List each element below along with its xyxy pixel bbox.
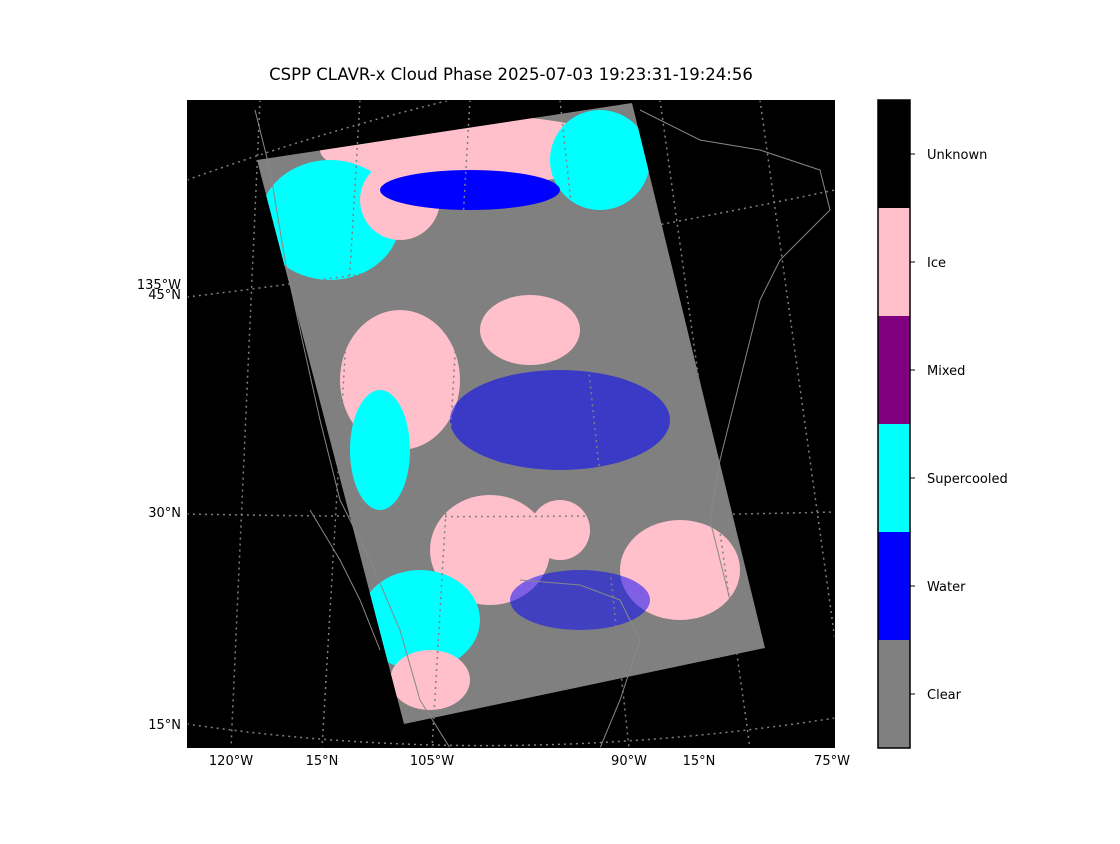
lat-lon-label: 45°N (148, 288, 181, 303)
colorbar-label: Unknown (927, 148, 987, 163)
colorbar-label: Mixed (927, 364, 965, 379)
colorbar-swatch (878, 640, 910, 748)
colorbar-swatch (878, 208, 910, 316)
colorbar-label: Water (927, 580, 966, 595)
lat-lon-label: 105°W (410, 754, 454, 769)
lat-lon-label: 135°W (137, 278, 181, 293)
map-title: CSPP CLAVR-x Cloud Phase 2025-07-03 19:2… (269, 65, 753, 84)
map (187, 100, 835, 748)
lat-lon-label: 120°W (209, 754, 253, 769)
lat-lon-label: 15°N (148, 718, 181, 733)
colorbar-swatch (878, 532, 910, 640)
colorbar-label: Supercooled (927, 472, 1008, 487)
lat-lon-label: 75°W (814, 754, 850, 769)
lat-lon-label: 30°N (148, 506, 181, 521)
coastlines (254, 109, 831, 748)
colorbar: Clear Water Supercooled Mixed Ice Unknown (877, 99, 1008, 749)
colorbar-label: Ice (927, 256, 946, 271)
lat-lon-label: 15°N (306, 754, 339, 769)
colorbar-label: Clear (927, 688, 962, 703)
lat-lon-label: 15°N (683, 754, 716, 769)
colorbar-swatch (878, 316, 910, 424)
graticule (187, 100, 835, 748)
colorbar-frame (877, 99, 911, 749)
colorbar-swatch (878, 100, 910, 208)
colorbar-swatch (878, 424, 910, 532)
lat-lon-label: 90°W (611, 754, 647, 769)
